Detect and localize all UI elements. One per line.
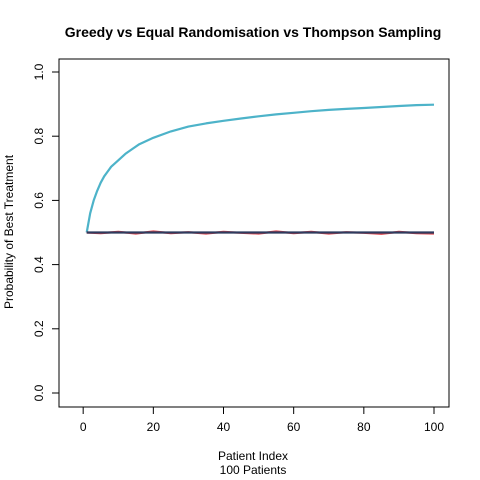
y-axis: 0.0 0.2 0.4 0.6 0.8 1.0 xyxy=(32,63,59,401)
x-axis: 0 20 40 60 80 100 xyxy=(80,407,444,434)
y-axis-label: Probability of Best Treatment xyxy=(2,154,16,309)
y-tick-label: 0.6 xyxy=(32,192,46,209)
x-tick-label: 20 xyxy=(147,420,161,434)
x-tick-label: 40 xyxy=(217,420,231,434)
x-axis-label: Patient Index xyxy=(218,449,288,463)
x-tick-label: 80 xyxy=(357,420,371,434)
plot-frame xyxy=(58,58,450,408)
series-line-1 xyxy=(85,103,435,233)
x-tick-label: 0 xyxy=(80,420,87,434)
x-tick-label: 60 xyxy=(287,420,301,434)
x-tick-label: 100 xyxy=(424,420,444,434)
y-tick-label: 0.0 xyxy=(32,384,46,401)
chart-title: Greedy vs Equal Randomisation vs Thompso… xyxy=(65,24,442,40)
y-tick-label: 0.8 xyxy=(32,128,46,145)
y-tick-label: 0.4 xyxy=(32,256,46,273)
y-tick-label: 0.2 xyxy=(32,320,46,337)
x-axis-sublabel: 100 Patients xyxy=(220,463,287,477)
series-layer xyxy=(85,103,435,235)
y-tick-label: 1.0 xyxy=(32,63,46,80)
